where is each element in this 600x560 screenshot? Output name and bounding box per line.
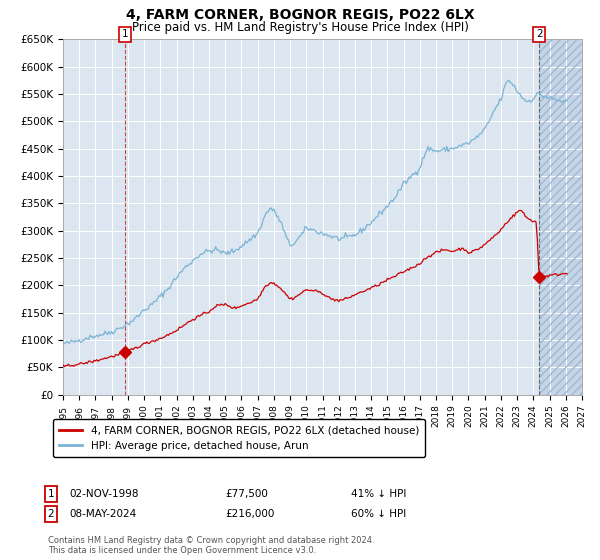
Text: 02-NOV-1998: 02-NOV-1998 [69, 489, 139, 499]
Bar [539, 39, 582, 395]
Text: £216,000: £216,000 [225, 509, 274, 519]
Text: 1: 1 [47, 489, 55, 499]
Text: Contains HM Land Registry data © Crown copyright and database right 2024.
This d: Contains HM Land Registry data © Crown c… [48, 536, 374, 556]
Text: 1: 1 [122, 29, 128, 39]
Text: 08-MAY-2024: 08-MAY-2024 [69, 509, 136, 519]
Bar [539, 39, 582, 395]
Text: 2: 2 [47, 509, 55, 519]
Text: £77,500: £77,500 [225, 489, 268, 499]
Text: Price paid vs. HM Land Registry's House Price Index (HPI): Price paid vs. HM Land Registry's House … [131, 21, 469, 34]
Text: 60% ↓ HPI: 60% ↓ HPI [351, 509, 406, 519]
Text: 4, FARM CORNER, BOGNOR REGIS, PO22 6LX: 4, FARM CORNER, BOGNOR REGIS, PO22 6LX [125, 8, 475, 22]
Text: 41% ↓ HPI: 41% ↓ HPI [351, 489, 406, 499]
Legend: 4, FARM CORNER, BOGNOR REGIS, PO22 6LX (detached house), HPI: Average price, det: 4, FARM CORNER, BOGNOR REGIS, PO22 6LX (… [53, 419, 425, 457]
Text: 2: 2 [536, 29, 542, 39]
